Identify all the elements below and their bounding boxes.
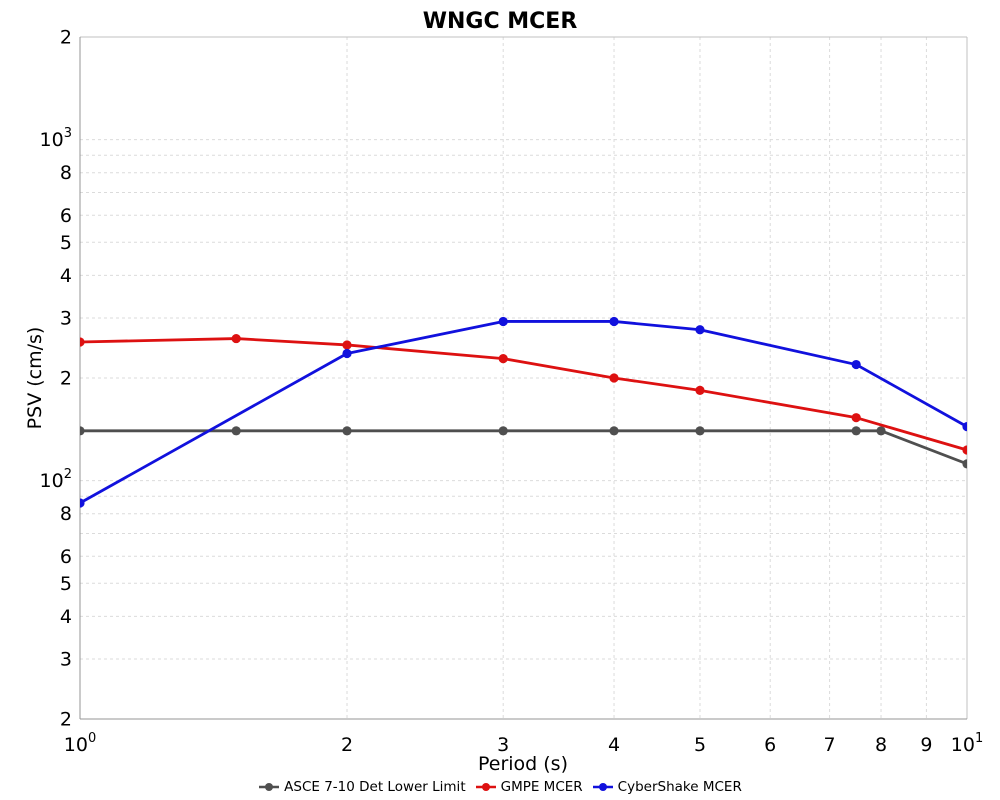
y-tick-label: 4 (60, 606, 72, 628)
x-tick-label: 4 (608, 734, 620, 756)
y-tick-label: 6 (60, 546, 72, 568)
data-point (876, 426, 886, 436)
series-line (80, 337, 967, 452)
legend-marker-icon (259, 783, 280, 791)
series-cybershake-mcer (80, 316, 967, 508)
data-point (80, 426, 85, 436)
y-tick-label: 8 (60, 162, 72, 184)
y-tick-label: 4 (60, 265, 72, 287)
data-point (609, 373, 619, 383)
data-point (962, 422, 967, 432)
legend-label: CyberShake MCER (617, 779, 742, 795)
x-tick-label: 101 (951, 731, 983, 756)
x-tick-label: 6 (764, 734, 776, 756)
data-point (851, 426, 861, 436)
legend-item: GMPE MCER (475, 779, 583, 795)
chart-title: WNGC MCER (423, 9, 578, 34)
x-axis-title: Period (s) (478, 753, 568, 775)
series-line (80, 320, 967, 505)
data-point (695, 385, 705, 395)
data-point (609, 426, 619, 436)
legend: ASCE 7-10 Det Lower Limit GMPE MCER CyberS… (0, 776, 1000, 798)
data-point (695, 426, 705, 436)
y-tick-label: 3 (60, 307, 72, 329)
y-tick-label: 3 (60, 648, 72, 670)
legend-marker-icon (592, 783, 613, 791)
data-point (80, 498, 85, 508)
x-axis-tick-labels: 100 2 3 4 5 6 7 8 9 101 (64, 731, 983, 756)
data-point (342, 426, 352, 436)
data-point (851, 359, 861, 370)
y-tick-label: 8 (60, 503, 72, 525)
series-gmpe-mcer (80, 333, 967, 455)
series-line (80, 429, 967, 466)
data-point (851, 413, 861, 423)
legend-label: GMPE MCER (500, 779, 583, 795)
x-tick-label: 7 (824, 734, 836, 756)
y-tick-label: 103 (40, 126, 72, 151)
gridlines (80, 37, 967, 719)
data-point (80, 337, 85, 347)
legend-marker-icon (475, 783, 496, 791)
data-point (609, 316, 619, 327)
data-point (342, 348, 352, 359)
data-point (498, 353, 508, 364)
y-tick-label: 2 (60, 709, 72, 731)
data-point (342, 340, 352, 350)
y-axis-tick-labels: 2 103 8 6 5 4 3 2 102 8 6 5 4 3 2 (40, 27, 72, 731)
data-point (231, 333, 241, 344)
legend-item: CyberShake MCER (592, 779, 742, 795)
y-tick-label: 6 (60, 205, 72, 227)
y-tick-label: 5 (60, 573, 72, 595)
x-tick-label: 2 (341, 734, 353, 756)
series-asce-7-10-det-lower-limit (80, 426, 967, 469)
y-tick-label: 5 (60, 232, 72, 254)
x-tick-label: 100 (64, 731, 96, 756)
data-point (498, 426, 508, 436)
x-tick-label: 8 (875, 734, 887, 756)
y-tick-label: 2 (60, 27, 72, 49)
y-axis-title: PSV (cm/s) (24, 327, 46, 430)
legend-item: ASCE 7-10 Det Lower Limit (258, 779, 466, 795)
legend-label: ASCE 7-10 Det Lower Limit (284, 779, 466, 795)
x-tick-label: 9 (920, 734, 932, 756)
plot-border (79, 36, 968, 720)
y-tick-label: 102 (40, 467, 72, 492)
data-point (695, 325, 705, 335)
data-point (962, 445, 967, 455)
data-point (962, 459, 967, 469)
data-point (498, 316, 508, 327)
data-point (231, 426, 241, 436)
x-tick-label: 3 (497, 734, 509, 756)
y-tick-label: 2 (60, 368, 72, 390)
x-tick-label: 5 (694, 734, 706, 756)
